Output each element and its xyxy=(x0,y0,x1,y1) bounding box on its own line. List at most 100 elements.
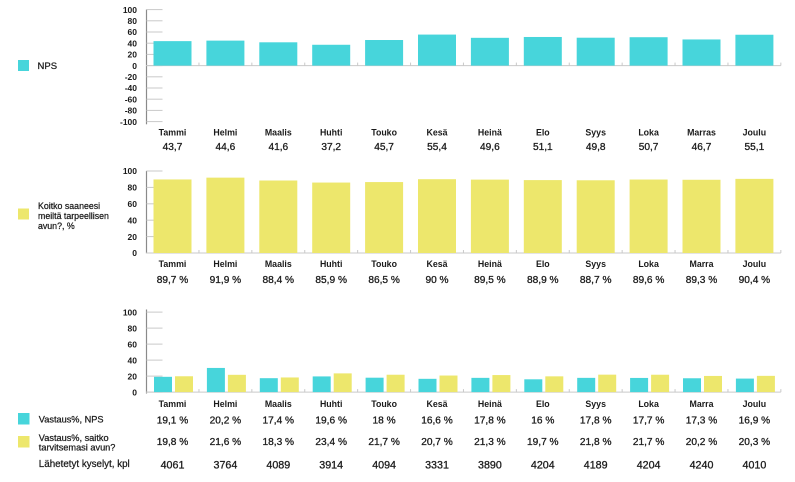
svg-text:Maalis: Maalis xyxy=(265,259,292,269)
svg-text:Loka: Loka xyxy=(638,399,659,409)
svg-text:89,5 %: 89,5 % xyxy=(474,275,506,286)
svg-text:Touko: Touko xyxy=(371,259,397,269)
svg-text:Loka: Loka xyxy=(638,259,659,269)
svg-text:18 %: 18 % xyxy=(373,415,396,426)
svg-text:100: 100 xyxy=(123,166,137,176)
svg-text:17,4 %: 17,4 % xyxy=(263,415,295,426)
svg-text:Huhti: Huhti xyxy=(320,399,342,409)
svg-text:19,8 %: 19,8 % xyxy=(157,437,189,448)
svg-text:Lähetetyt kyselyt, kpl: Lähetetyt kyselyt, kpl xyxy=(39,459,130,470)
svg-text:16,6 %: 16,6 % xyxy=(421,415,453,426)
svg-text:Maalis: Maalis xyxy=(265,127,292,137)
svg-text:4089: 4089 xyxy=(266,459,290,471)
svg-text:0: 0 xyxy=(132,248,137,258)
svg-text:meiltä tarpeellisen: meiltä tarpeellisen xyxy=(38,211,109,221)
svg-text:4010: 4010 xyxy=(743,459,767,471)
svg-text:17,7 %: 17,7 % xyxy=(633,415,665,426)
svg-text:-40: -40 xyxy=(125,83,138,93)
svg-text:19,6 %: 19,6 % xyxy=(315,415,347,426)
svg-text:20: 20 xyxy=(128,232,138,242)
svg-text:37,2: 37,2 xyxy=(321,142,341,153)
svg-text:91,9 %: 91,9 % xyxy=(210,275,242,286)
svg-text:20,2 %: 20,2 % xyxy=(210,415,242,426)
svg-text:90 %: 90 % xyxy=(425,275,448,286)
svg-text:Heinä: Heinä xyxy=(478,399,502,409)
svg-text:20,7 %: 20,7 % xyxy=(421,437,453,448)
svg-text:Syys: Syys xyxy=(585,127,606,137)
svg-text:21,7 %: 21,7 % xyxy=(633,437,665,448)
svg-text:Tammi: Tammi xyxy=(159,399,187,409)
svg-text:49,8: 49,8 xyxy=(586,142,606,153)
svg-text:4061: 4061 xyxy=(161,459,185,471)
svg-text:0: 0 xyxy=(132,387,137,397)
svg-text:16,9 %: 16,9 % xyxy=(739,415,771,426)
svg-text:100: 100 xyxy=(123,5,137,15)
svg-text:49,6: 49,6 xyxy=(480,142,500,153)
svg-text:50,7: 50,7 xyxy=(639,142,659,153)
svg-text:Touko: Touko xyxy=(371,127,397,137)
svg-text:16 %: 16 % xyxy=(531,415,554,426)
svg-text:Helmi: Helmi xyxy=(213,399,237,409)
svg-text:23,4 %: 23,4 % xyxy=(315,437,347,448)
svg-text:44,6: 44,6 xyxy=(216,142,236,153)
svg-text:-60: -60 xyxy=(125,94,138,104)
svg-text:51,1: 51,1 xyxy=(533,142,553,153)
svg-text:60: 60 xyxy=(128,27,138,37)
svg-text:Joulu: Joulu xyxy=(743,127,766,137)
svg-text:17,8 %: 17,8 % xyxy=(474,415,506,426)
svg-text:21,7 %: 21,7 % xyxy=(368,437,400,448)
svg-text:Huhti: Huhti xyxy=(320,127,342,137)
svg-text:Syys: Syys xyxy=(585,399,606,409)
svg-text:Maalis: Maalis xyxy=(265,399,292,409)
svg-text:19,1 %: 19,1 % xyxy=(157,415,189,426)
svg-text:90,4 %: 90,4 % xyxy=(739,275,771,286)
svg-text:Helmi: Helmi xyxy=(213,259,237,269)
svg-text:4204: 4204 xyxy=(531,459,555,471)
svg-text:85,9 %: 85,9 % xyxy=(315,275,347,286)
svg-text:3764: 3764 xyxy=(214,459,238,471)
svg-text:Elo: Elo xyxy=(536,259,550,269)
svg-text:88,9 %: 88,9 % xyxy=(527,275,559,286)
svg-text:Elo: Elo xyxy=(536,399,550,409)
svg-text:-20: -20 xyxy=(125,72,138,82)
svg-text:Joulu: Joulu xyxy=(743,399,766,409)
svg-text:3914: 3914 xyxy=(319,459,343,471)
svg-text:60: 60 xyxy=(128,339,138,349)
svg-text:80: 80 xyxy=(128,183,138,193)
svg-text:20: 20 xyxy=(128,50,138,60)
svg-text:88,7 %: 88,7 % xyxy=(580,275,612,286)
svg-text:tarvitsemasi avun?: tarvitsemasi avun? xyxy=(39,443,116,453)
svg-text:Touko: Touko xyxy=(371,399,397,409)
svg-text:4094: 4094 xyxy=(372,459,396,471)
svg-text:19,7 %: 19,7 % xyxy=(527,437,559,448)
svg-text:Marra: Marra xyxy=(690,399,714,409)
svg-text:17,3 %: 17,3 % xyxy=(686,415,718,426)
svg-text:21,3 %: 21,3 % xyxy=(474,437,506,448)
svg-text:Tammi: Tammi xyxy=(159,259,187,269)
svg-text:88,4 %: 88,4 % xyxy=(263,275,295,286)
svg-text:Marra: Marra xyxy=(690,259,714,269)
svg-text:Loka: Loka xyxy=(638,127,659,137)
svg-text:60: 60 xyxy=(128,199,138,209)
svg-text:43,7: 43,7 xyxy=(163,142,183,153)
svg-text:89,7 %: 89,7 % xyxy=(157,275,189,286)
svg-text:Elo: Elo xyxy=(536,127,550,137)
svg-text:80: 80 xyxy=(128,323,138,333)
svg-text:Vastaus%, NPS: Vastaus%, NPS xyxy=(39,414,104,424)
svg-text:21,6 %: 21,6 % xyxy=(210,437,242,448)
svg-text:avun?, %: avun?, % xyxy=(38,221,75,231)
svg-text:55,4: 55,4 xyxy=(427,142,447,153)
svg-text:Helmi: Helmi xyxy=(213,127,237,137)
svg-text:46,7: 46,7 xyxy=(692,142,712,153)
svg-text:86,5 %: 86,5 % xyxy=(368,275,400,286)
svg-text:Vastaus%, saitko: Vastaus%, saitko xyxy=(39,433,109,443)
svg-text:21,8 %: 21,8 % xyxy=(580,437,612,448)
svg-text:Tammi: Tammi xyxy=(159,127,187,137)
svg-text:Koitko saaneesi: Koitko saaneesi xyxy=(38,201,100,211)
svg-text:4204: 4204 xyxy=(637,459,661,471)
svg-text:4189: 4189 xyxy=(584,459,608,471)
svg-text:Marras: Marras xyxy=(687,127,716,137)
svg-text:41,6: 41,6 xyxy=(268,142,288,153)
svg-text:18,3 %: 18,3 % xyxy=(263,437,295,448)
svg-text:40: 40 xyxy=(128,355,138,365)
